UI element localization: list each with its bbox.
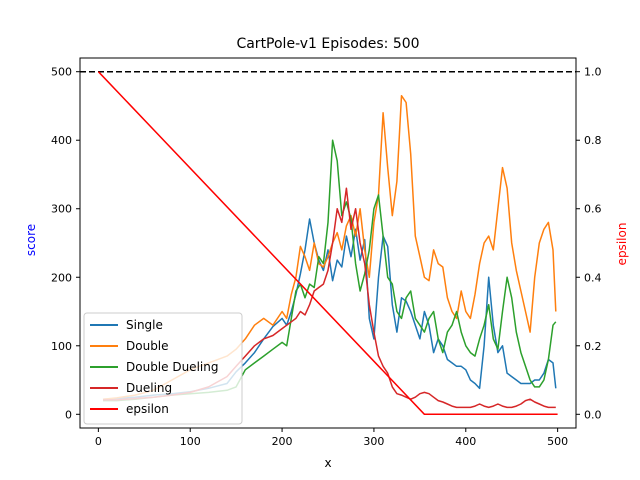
y-axis-label: score	[24, 224, 38, 256]
legend-label: epsilon	[126, 402, 169, 416]
y2-tick-label: 0.2	[584, 340, 602, 353]
y-tick-label: 500	[51, 66, 72, 79]
x-tick-label: 0	[95, 435, 102, 448]
x-tick-label: 200	[272, 435, 293, 448]
y-tick-label: 300	[51, 203, 72, 216]
plot-frame	[79, 57, 577, 429]
y2-tick-label: 0.4	[584, 271, 602, 284]
y-tick-label: 100	[51, 340, 72, 353]
series-line-double	[102, 94, 557, 400]
chart-title: CartPole-v1 Episodes: 500	[236, 36, 419, 52]
y2-tick-label: 0.0	[584, 408, 602, 421]
y2-tick-label: 0.8	[584, 134, 602, 147]
y-tick-label: 400	[51, 134, 72, 147]
y2-tick-label: 1.0	[584, 66, 602, 79]
legend-box	[83, 312, 243, 425]
legend-label: Dueling	[126, 381, 172, 395]
x-tick-label: 500	[547, 435, 568, 448]
series-line-single	[102, 218, 557, 400]
legend-label: Double Dueling	[126, 360, 218, 374]
series-line-dueling	[103, 187, 556, 409]
legend-label: Single	[126, 318, 163, 332]
series-line-epsilon	[97, 71, 558, 416]
y2-tick-label: 0.6	[584, 203, 602, 216]
y-tick-label: 200	[51, 271, 72, 284]
legend-label: Double	[126, 339, 169, 353]
legend: Single Double Double Dueling Dueling epsilon	[83, 312, 243, 425]
x-tick-label: 400	[455, 435, 476, 448]
series-line-double-dueling	[103, 139, 557, 402]
x-tick-label: 100	[180, 435, 201, 448]
x-tick-label: 300	[363, 435, 384, 448]
y-tick-label: 0	[65, 408, 72, 421]
y2-axis-label: epsilon	[615, 223, 629, 266]
x-axis-label: x	[324, 456, 331, 470]
